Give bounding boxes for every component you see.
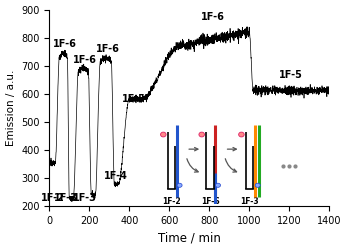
- Text: 1F-6: 1F-6: [53, 40, 77, 50]
- Text: 1F-6: 1F-6: [96, 44, 120, 54]
- Text: 1F-6: 1F-6: [201, 12, 225, 22]
- Text: 1F-6: 1F-6: [73, 54, 97, 64]
- Text: 1F-2: 1F-2: [41, 192, 65, 202]
- X-axis label: Time / min: Time / min: [158, 232, 221, 244]
- Y-axis label: Emission / a.u.: Emission / a.u.: [6, 70, 16, 146]
- Text: 1F-3: 1F-3: [73, 192, 97, 202]
- Text: 1F-5: 1F-5: [279, 70, 303, 80]
- Text: 1F-3: 1F-3: [54, 192, 78, 202]
- Text: 1F-4: 1F-4: [104, 172, 128, 181]
- Text: 1F-5: 1F-5: [122, 94, 146, 104]
